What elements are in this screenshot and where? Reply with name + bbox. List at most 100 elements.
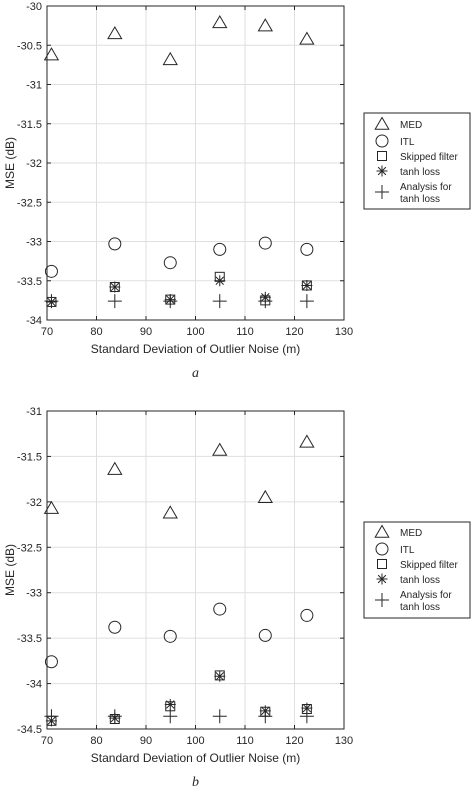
y-tick-label: -31 xyxy=(26,406,42,418)
x-tick-label: 70 xyxy=(41,735,53,747)
data-point-asterisk xyxy=(164,698,176,710)
legend-label: MED xyxy=(400,120,422,131)
legend-label: tanh loss xyxy=(400,575,440,586)
legend-marker-triangle xyxy=(374,524,390,538)
y-tick-label: -32 xyxy=(26,497,42,509)
data-point-triangle xyxy=(162,505,178,519)
data-point-triangle xyxy=(43,47,60,61)
data-point-asterisk xyxy=(301,279,313,291)
data-point-triangle xyxy=(299,434,315,448)
x-tick-label: 70 xyxy=(41,326,53,338)
panel-label: b xyxy=(192,775,199,790)
axes-box xyxy=(46,410,345,730)
data-point-asterisk xyxy=(301,702,313,714)
x-tick-label: 130 xyxy=(335,735,353,747)
chart-panel-a: 70 80 90 100 110 120 130 -30 -30.5 -31 -31.5 -32 -32… xyxy=(3,1,471,381)
x-tick-label: 120 xyxy=(285,735,303,747)
x-tick-label: 90 xyxy=(140,326,152,338)
legend-label: Analysis for xyxy=(400,590,452,601)
data-point-triangle xyxy=(212,442,228,456)
x-tick-label: 110 xyxy=(236,735,254,747)
data-point-circle xyxy=(44,264,58,278)
x-tick-label: 90 xyxy=(140,735,152,747)
y-tick-label: -34.5 xyxy=(17,724,42,736)
data-point-triangle xyxy=(107,25,123,40)
data-point-asterisk xyxy=(214,670,226,682)
y-axis-label: MSE (dB) xyxy=(3,544,17,596)
data-point-circle xyxy=(213,602,227,616)
y-tick-label: -32.5 xyxy=(17,542,42,554)
legend-marker-square xyxy=(377,559,387,569)
data-point-triangle xyxy=(257,489,273,504)
data-point-triangle xyxy=(257,18,273,32)
legend-label: ITL xyxy=(400,545,415,556)
y-tick-label: -32.5 xyxy=(17,197,42,209)
legend-marker-asterisk xyxy=(376,165,388,177)
panel-label: a xyxy=(192,366,199,381)
series-med xyxy=(43,14,315,66)
legend-label: ITL xyxy=(400,137,415,148)
x-tick-label: 110 xyxy=(236,326,254,338)
data-point-plus xyxy=(258,709,273,724)
data-point-circle xyxy=(163,256,177,270)
y-tick-label: -30.5 xyxy=(17,40,42,52)
series-itl xyxy=(44,236,314,278)
y-tick-label: -31.5 xyxy=(17,119,42,131)
legend-label: tanh loss xyxy=(400,167,440,178)
legend-label: Skipped filter xyxy=(400,152,458,163)
data-point-plus xyxy=(212,709,227,724)
data-point-circle xyxy=(300,242,314,256)
legend-marker-triangle xyxy=(374,116,390,130)
legend-label: Analysis for xyxy=(400,182,452,193)
data-point-plus xyxy=(163,294,178,309)
data-point-circle xyxy=(300,608,314,622)
y-tick-label: -33.5 xyxy=(17,276,42,288)
series-analysis-for xyxy=(44,709,314,724)
data-point-circle xyxy=(163,629,177,643)
legend-label: Skipped filter xyxy=(400,560,458,571)
y-tick-label: -31 xyxy=(26,80,42,92)
data-point-triangle xyxy=(43,500,60,514)
data-point-triangle xyxy=(299,31,315,45)
axes-box xyxy=(46,5,345,321)
data-point-circle xyxy=(108,620,122,634)
data-point-circle xyxy=(258,628,272,642)
data-point-plus xyxy=(163,709,178,724)
data-point-plus xyxy=(299,294,314,309)
series-analysis-for xyxy=(44,294,314,309)
y-tick-label: -34 xyxy=(26,315,42,327)
x-tick-label: 130 xyxy=(335,326,353,338)
legend-marker-circle xyxy=(375,542,389,556)
data-point-circle xyxy=(258,236,272,250)
data-point-plus xyxy=(107,294,122,309)
legend-marker-plus xyxy=(375,185,389,199)
y-tick-label: -33.5 xyxy=(17,633,42,645)
y-tick-label: -33 xyxy=(26,237,42,249)
x-tick-label: 100 xyxy=(186,735,204,747)
y-tick-label: -33 xyxy=(26,588,42,600)
chart-panel-b: 70 80 90 100 110 120 130 -31 -31.5 -32 -32.5 -33 -33… xyxy=(3,406,471,790)
data-point-triangle xyxy=(162,51,178,66)
legend-marker-circle xyxy=(375,134,389,148)
legend-label: tanh loss xyxy=(400,194,440,205)
series-itl xyxy=(44,602,314,669)
data-point-asterisk xyxy=(214,275,226,287)
x-tick-label: 80 xyxy=(90,326,102,338)
data-point-plus xyxy=(44,294,59,309)
data-point-plus xyxy=(107,709,122,724)
legend-marker-plus xyxy=(375,593,389,607)
data-point-plus xyxy=(44,709,59,724)
x-axis-label: Standard Deviation of Outlier Noise (m) xyxy=(91,342,300,356)
y-tick-label: -32 xyxy=(26,158,42,170)
x-tick-label: 120 xyxy=(285,326,303,338)
legend-marker-square xyxy=(377,151,387,161)
series-med xyxy=(43,434,315,519)
x-tick-label: 80 xyxy=(90,735,102,747)
y-tick-label: -34 xyxy=(26,679,42,691)
legend-marker-asterisk xyxy=(376,573,388,585)
y-tick-label: -31.5 xyxy=(17,451,42,463)
data-point-asterisk xyxy=(109,281,121,293)
